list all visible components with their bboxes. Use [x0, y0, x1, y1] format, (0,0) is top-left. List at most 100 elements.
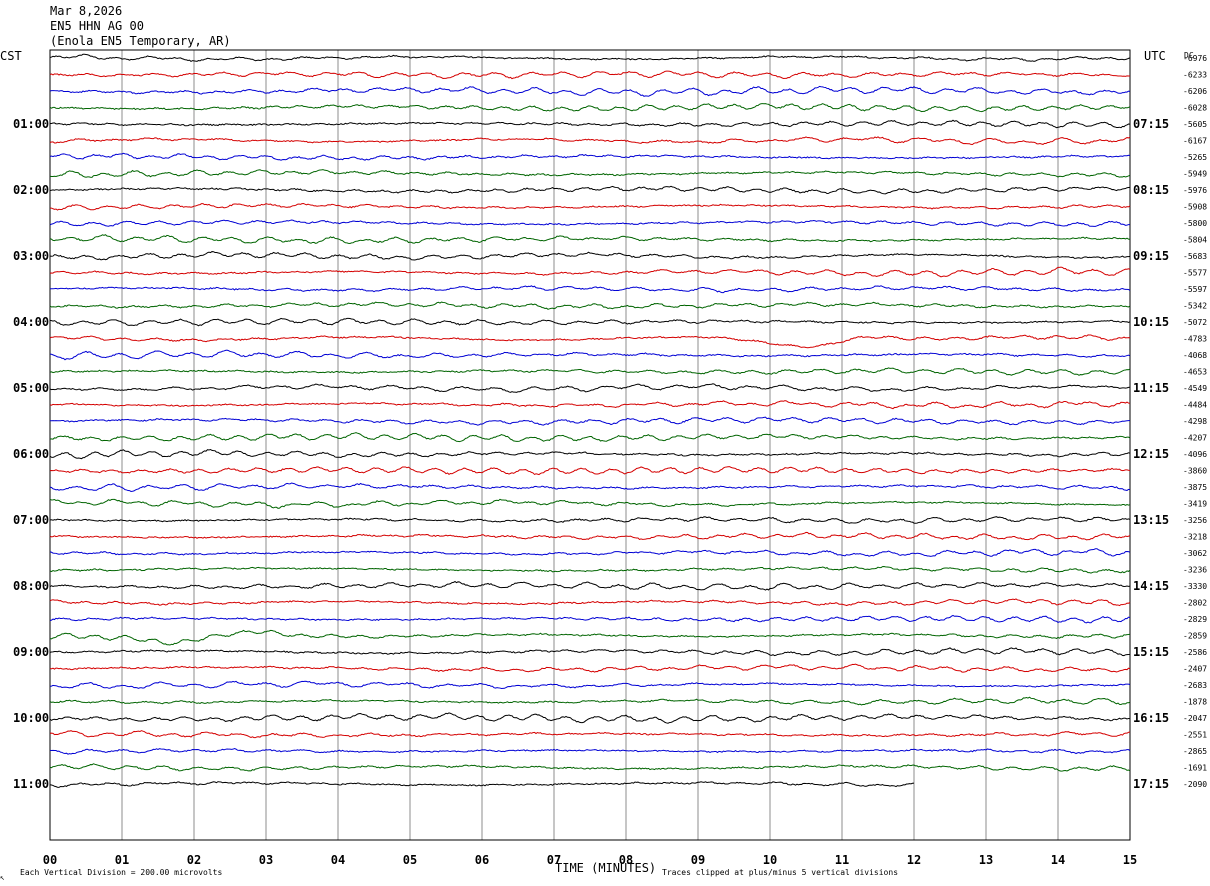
- dc-offset-label: -2551: [1183, 731, 1207, 740]
- dc-offset-label: -6167: [1183, 137, 1207, 146]
- x-tick-label: 10: [763, 853, 777, 867]
- dc-offset-label: -5605: [1183, 120, 1207, 129]
- x-axis-ticks: 00 01 02 03 04 05 06 07 08 09 10 11 12 13 14 15: [43, 853, 1137, 867]
- trace-line: [49, 119, 1131, 129]
- trace-line: [49, 234, 1131, 244]
- seismic-traces: [49, 53, 1131, 788]
- header-station: EN5 HHN AG 00: [50, 19, 144, 33]
- dc-offset-label: -1691: [1183, 764, 1207, 773]
- dc-offset-label: -1878: [1183, 698, 1207, 707]
- trace-line: [49, 152, 1131, 161]
- cst-hour-label: 01:00: [13, 117, 49, 131]
- trace-line: [49, 367, 1131, 376]
- dc-offset-label: -4783: [1183, 335, 1207, 344]
- dc-offset-label: -3236: [1183, 566, 1207, 575]
- trace-line: [49, 85, 1131, 97]
- trace-line: [49, 598, 1131, 607]
- trace-line: [49, 748, 1131, 755]
- dc-offset-label: -5072: [1183, 318, 1207, 327]
- dc-offset-label: -6233: [1183, 71, 1207, 80]
- cst-hour-label: 05:00: [13, 381, 49, 395]
- utc-hour-label: 09:15: [1133, 249, 1169, 263]
- trace-line: [49, 317, 1131, 327]
- dc-offset-label: -2090: [1183, 780, 1207, 789]
- dc-offset-label: -3330: [1183, 582, 1207, 591]
- cst-hour-label: 02:00: [13, 183, 49, 197]
- x-tick-label: 08: [619, 853, 633, 867]
- trace-line: [49, 647, 1131, 657]
- dc-offset-label: -5342: [1183, 302, 1207, 311]
- cst-hour-label: 07:00: [13, 513, 49, 527]
- trace-line: [49, 663, 1131, 673]
- trace-line: [49, 516, 1131, 524]
- trace-line: [49, 580, 1131, 591]
- trace-line: [49, 449, 1131, 460]
- dc-offset-label: -6206: [1183, 87, 1207, 96]
- utc-hour-label: 15:15: [1133, 645, 1169, 659]
- trace-line: [49, 169, 1131, 178]
- trace-line: [49, 482, 1131, 492]
- cst-hour-label: 03:00: [13, 249, 49, 263]
- trace-line: [49, 696, 1131, 706]
- dc-offset-label: -4068: [1183, 351, 1207, 360]
- dc-offset-label: -4653: [1183, 368, 1207, 377]
- trace-line: [49, 680, 1131, 689]
- dc-offset-label: -5683: [1183, 252, 1207, 261]
- dc-offset-label: -2829: [1183, 615, 1207, 624]
- x-tick-label: 03: [259, 853, 273, 867]
- trace-line: [49, 266, 1131, 278]
- cst-hour-label: 08:00: [13, 579, 49, 593]
- utc-hour-label: 14:15: [1133, 579, 1169, 593]
- trace-line: [49, 349, 1131, 361]
- trace-line: [49, 498, 1131, 509]
- dc-offset-label: -5265: [1183, 153, 1207, 162]
- trace-line: [49, 383, 1131, 393]
- trace-line: [49, 781, 915, 788]
- x-tick-label: 02: [187, 853, 201, 867]
- cst-hour-labels: 01:00 02:00 03:00 04:00 05:00 06:00 07:00 08:00…: [13, 117, 49, 791]
- plot-frame: [49, 49, 1131, 841]
- cst-hour-label: 06:00: [13, 447, 49, 461]
- utc-hour-label: 10:15: [1133, 315, 1169, 329]
- x-tick-label: 09: [691, 853, 705, 867]
- utc-axis-label: UTC: [1144, 49, 1166, 63]
- trace-line: [49, 251, 1131, 261]
- trace-line: [49, 202, 1131, 211]
- utc-hour-label: 11:15: [1133, 381, 1169, 395]
- dc-offset-label: -5908: [1183, 203, 1207, 212]
- trace-line: [49, 53, 1131, 63]
- x-axis-title: TIME (MINUTES): [555, 861, 656, 875]
- utc-hour-labels: 07:15 08:15 09:15 10:15 11:15 12:15 13:15 14:15…: [1133, 117, 1169, 791]
- clip-note: Traces clipped at plus/minus 5 vertical …: [662, 868, 898, 877]
- dc-offset-label: -2865: [1183, 747, 1207, 756]
- x-tick-label: 04: [331, 853, 345, 867]
- dc-offset-label: -5949: [1183, 170, 1207, 179]
- dc-offset-label: -5577: [1183, 269, 1207, 278]
- trace-line: [49, 70, 1131, 80]
- trace-line: [49, 763, 1131, 772]
- utc-hour-label: 16:15: [1133, 711, 1169, 725]
- x-tick-label: 05: [403, 853, 417, 867]
- trace-line: [49, 565, 1131, 574]
- x-tick-label: 06: [475, 853, 489, 867]
- trace-line: [49, 416, 1131, 426]
- dc-offset-label: -2586: [1183, 648, 1207, 657]
- trace-line: [49, 185, 1131, 195]
- corner-arrow-icon: ↖: [0, 873, 5, 882]
- scale-note: Each Vertical Division = 200.00 microvol…: [20, 868, 222, 877]
- trace-line: [49, 629, 1131, 646]
- dc-offset-label: -3419: [1183, 500, 1207, 509]
- trace-line: [49, 103, 1131, 113]
- cst-hour-label: 04:00: [13, 315, 49, 329]
- header-date: Mar 8,2026: [50, 4, 123, 18]
- trace-line: [49, 432, 1131, 443]
- dc-offset-label: -6976: [1183, 54, 1207, 63]
- dc-offset-label: -5976: [1183, 186, 1207, 195]
- utc-hour-label: 13:15: [1133, 513, 1169, 527]
- trace-line: [49, 301, 1131, 310]
- trace-line: [49, 400, 1131, 410]
- cst-axis-label: CST: [0, 49, 22, 63]
- dc-offset-label: -4298: [1183, 417, 1207, 426]
- dc-offset-label: -5804: [1183, 236, 1207, 245]
- x-tick-label: 00: [43, 853, 57, 867]
